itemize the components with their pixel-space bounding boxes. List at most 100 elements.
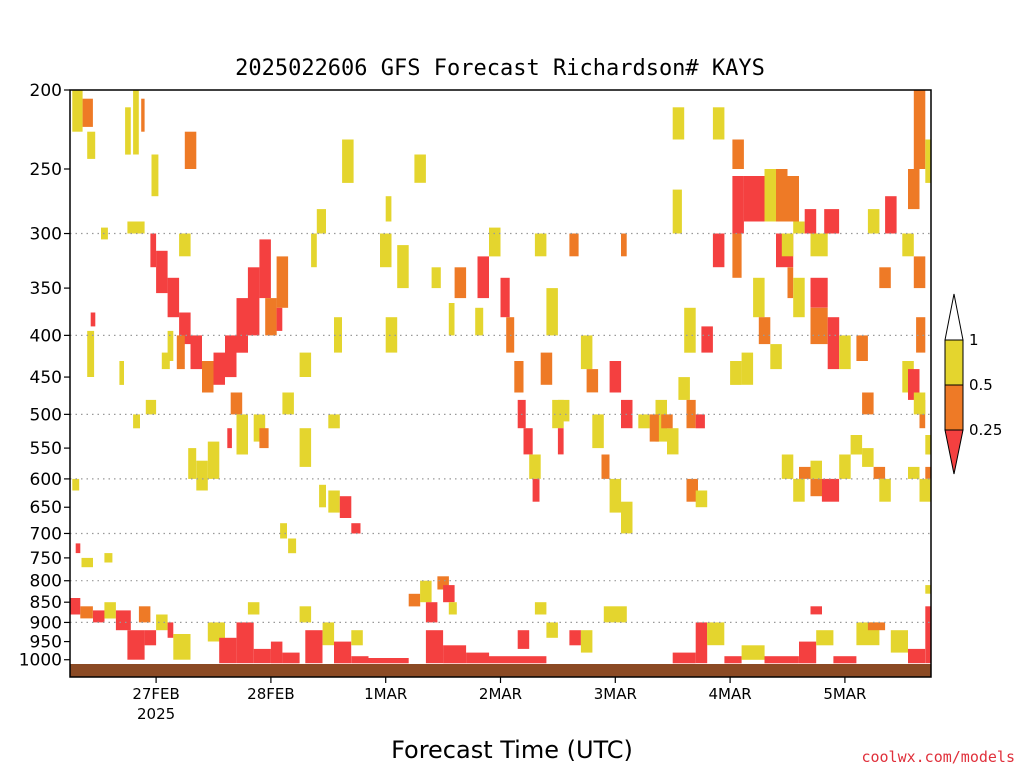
ri-cell [207,441,220,479]
ri-cell [150,233,157,268]
ri-cell [82,98,93,127]
ri-cell [328,414,340,429]
ri-cell [557,428,564,455]
y-tick-label: 250 [30,160,62,180]
ri-cell [787,267,794,299]
ri-cell [741,352,754,385]
ri-cell [908,648,926,664]
ri-cell [282,392,294,415]
y-tick-label: 900 [30,613,62,633]
ri-cell [104,602,116,619]
ri-cell [305,630,323,664]
ri-cell [80,606,93,619]
ri-cell [351,630,363,646]
ri-cell [695,414,705,429]
ri-cell [730,361,742,385]
ground-band [70,664,931,677]
ri-cell [259,239,271,299]
ri-cell [236,622,254,664]
ri-cell [253,414,266,442]
legend-label-0-5: 0.5 [969,376,993,394]
y-axis: 200 250 300 350 400 450 500 550 600 650 700 750 8008… [19,81,70,671]
ri-cell [661,414,673,429]
ri-cell [743,176,765,222]
ri-cell [810,460,822,479]
ri-cell [724,656,742,664]
ri-cell [839,335,851,370]
ri-cell [265,298,277,336]
ri-cell [781,454,794,479]
ri-cell [732,176,744,234]
ri-cell [517,630,530,649]
ri-cell [753,277,765,318]
ri-cell [207,622,225,642]
ri-cell [87,131,96,159]
ri-cell [368,658,409,664]
ri-cell [879,267,891,289]
ri-cell [793,221,805,234]
ri-cell [319,484,326,508]
x-tick-label: 28FEB [247,685,294,703]
ri-cell [144,630,157,646]
x-tick-label: 3MAR [594,685,637,703]
ri-cell [890,630,908,653]
ri-cell [385,196,392,222]
x-tick-sublabel: 2025 [137,705,175,723]
ri-cell [799,466,811,479]
ri-cell [477,256,489,299]
ri-cell [776,169,788,222]
ri-cell [87,330,95,377]
ri-cell [351,523,361,534]
y-tick-label: 750 [30,549,62,569]
ri-cell [437,576,449,590]
ri-cell [758,317,771,345]
ri-cell [592,414,604,449]
ri-cell [397,245,409,289]
ri-cell [489,656,547,664]
ri-cell [125,107,131,155]
y-tick-label: 950 [30,633,62,653]
legend: 1 0.5 0.25 [944,293,1002,475]
ri-cell [119,361,124,385]
ri-cell [678,377,690,400]
ri-cell [167,330,174,361]
ri-cell [867,209,880,234]
legend-label-1: 1 [969,331,979,349]
ri-cell [862,448,874,467]
y-tick-label: 500 [30,405,62,425]
ri-cell [161,352,170,370]
ri-cell [133,90,139,155]
ri-cell [179,312,191,345]
ri-cell [156,250,168,294]
ri-cell [328,490,340,513]
ri-cell [288,538,297,554]
ri-cell [408,593,421,607]
ri-cell [342,139,354,183]
ri-cell [913,392,926,415]
ri-cell [247,602,260,615]
ri-cell [167,622,174,638]
y-tick-label: 600 [30,470,62,490]
ri-cell [764,169,776,222]
heatmap-cells [70,90,931,677]
ri-cell [810,478,822,497]
ri-cell [414,154,426,183]
plot-area [69,89,932,678]
ri-cell [799,641,817,664]
gridlines [70,232,931,624]
ri-cell [127,221,145,234]
legend-swatch-orange [944,384,964,431]
ri-cell [810,606,822,615]
ri-cell [908,169,920,210]
ri-cell [431,267,441,289]
ri-cell [351,656,369,664]
ri-cell [569,233,579,257]
ri-cell [609,361,622,393]
ri-cell [701,326,713,353]
ri-cell [580,335,593,370]
ri-cell [546,288,558,336]
y-tick-label: 700 [30,525,62,545]
ri-cell [316,209,326,234]
ri-cell [299,606,312,623]
